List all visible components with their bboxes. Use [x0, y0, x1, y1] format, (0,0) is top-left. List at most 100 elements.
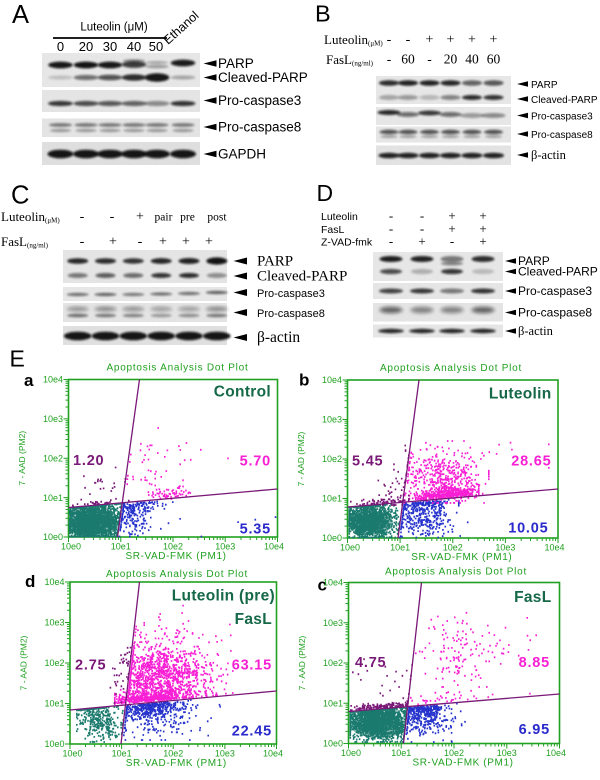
svg-text:10e4: 10e4	[44, 577, 64, 587]
svg-text:7 - AAD (PM2): 7 - AAD (PM2)	[17, 431, 27, 486]
svg-text:10e1: 10e1	[44, 699, 64, 709]
svg-text:Luteolin: Luteolin	[489, 386, 552, 403]
svg-text:+: +	[136, 210, 144, 225]
svg-text:10e2: 10e2	[444, 748, 464, 758]
svg-text:10e4: 10e4	[546, 748, 566, 758]
svg-text:Pro-caspase8: Pro-caspase8	[531, 130, 593, 141]
svg-text:8.85: 8.85	[519, 655, 550, 671]
svg-text:SR-VAD-FMK (PM1): SR-VAD-FMK (PM1)	[126, 758, 227, 769]
svg-text:FasL: FasL	[235, 611, 272, 628]
svg-text:c: c	[318, 576, 327, 595]
svg-text:Luteolin (μM): Luteolin (μM)	[80, 22, 148, 34]
svg-text:40: 40	[127, 39, 141, 54]
svg-text:28.65: 28.65	[511, 454, 551, 470]
svg-text:D: D	[317, 180, 334, 206]
svg-text:FasL: FasL	[514, 589, 551, 606]
svg-text:+: +	[479, 221, 486, 236]
svg-text:Cleaved-PARP: Cleaved-PARP	[257, 269, 347, 285]
svg-text:10e0: 10e0	[340, 543, 360, 553]
svg-text:+: +	[109, 235, 117, 250]
svg-text:7 - AAD (PM2): 7 - AAD (PM2)	[19, 635, 29, 690]
svg-text:7 - AAD (PM2): 7 - AAD (PM2)	[297, 635, 307, 690]
svg-text:Cleaved-PARP: Cleaved-PARP	[518, 265, 598, 279]
svg-text:10e2: 10e2	[43, 453, 63, 463]
svg-text:Pro-caspase3: Pro-caspase3	[531, 111, 593, 122]
svg-text:Pro-caspase8: Pro-caspase8	[257, 308, 325, 320]
svg-text:10e1: 10e1	[391, 748, 411, 758]
svg-text:-: -	[110, 210, 115, 225]
svg-text:+: +	[448, 221, 455, 236]
svg-text:-: -	[387, 33, 392, 48]
svg-text:-: -	[450, 234, 454, 249]
svg-text:FasL: FasL	[321, 224, 345, 236]
svg-text:63.15: 63.15	[232, 658, 272, 674]
svg-text:d: d	[25, 572, 35, 591]
svg-text:-: -	[387, 52, 392, 67]
svg-text:-: -	[420, 221, 424, 236]
svg-text:10e2: 10e2	[163, 542, 183, 552]
svg-text:40: 40	[465, 52, 479, 67]
svg-text:-: -	[406, 33, 411, 48]
svg-text:PARP: PARP	[218, 56, 254, 71]
svg-text:SR-VAD-FMK (PM1): SR-VAD-FMK (PM1)	[412, 758, 513, 769]
svg-text:10e3: 10e3	[44, 618, 64, 628]
svg-text:10e2: 10e2	[163, 749, 183, 759]
svg-text:10e2: 10e2	[44, 658, 64, 668]
svg-text:10e3: 10e3	[215, 542, 235, 552]
svg-text:10e1: 10e1	[43, 493, 63, 503]
svg-text:10e3: 10e3	[322, 415, 342, 425]
svg-text:b: b	[299, 371, 309, 390]
svg-text:10e3: 10e3	[497, 748, 517, 758]
svg-text:10e2: 10e2	[322, 454, 342, 464]
svg-text:Pro-caspase3: Pro-caspase3	[518, 284, 592, 298]
svg-text:E: E	[10, 346, 25, 372]
svg-text:0: 0	[57, 39, 64, 54]
svg-text:Pro-caspase3: Pro-caspase3	[257, 288, 325, 300]
svg-text:-: -	[80, 235, 85, 250]
svg-text:10e2: 10e2	[323, 658, 343, 668]
svg-text:4.75: 4.75	[355, 655, 386, 671]
svg-text:22.45: 22.45	[232, 724, 272, 740]
svg-text:10e3: 10e3	[323, 618, 343, 628]
svg-text:10e2: 10e2	[443, 543, 463, 553]
svg-text:Apoptosis Analysis Dot Plot: Apoptosis Analysis Dot Plot	[106, 569, 248, 580]
svg-text:10e3: 10e3	[43, 414, 63, 424]
svg-text:10e1: 10e1	[112, 749, 132, 759]
svg-text:GAPDH: GAPDH	[218, 147, 266, 162]
svg-text:1.20: 1.20	[73, 453, 104, 469]
svg-text:+: +	[479, 208, 486, 223]
svg-text:-: -	[80, 210, 85, 225]
svg-text:+: +	[448, 208, 455, 223]
svg-text:A: A	[12, 1, 29, 29]
svg-text:SR-VAD-FMK (PM1): SR-VAD-FMK (PM1)	[411, 552, 512, 563]
svg-text:SR-VAD-FMK (PM1): SR-VAD-FMK (PM1)	[125, 551, 226, 562]
svg-text:Apoptosis Analysis Dot Plot: Apoptosis Analysis Dot Plot	[385, 567, 527, 578]
svg-text:Apoptosis Analysis Dot Plot: Apoptosis Analysis Dot Plot	[107, 363, 249, 374]
svg-text:-: -	[138, 235, 143, 250]
svg-text:20: 20	[79, 39, 93, 54]
svg-text:10e1: 10e1	[323, 698, 343, 708]
svg-text:β-actin: β-actin	[531, 148, 567, 162]
svg-text:Z-VAD-fmk: Z-VAD-fmk	[321, 237, 373, 249]
svg-text:-: -	[389, 221, 393, 236]
svg-text:10e3: 10e3	[495, 543, 515, 553]
svg-text:10.05: 10.05	[508, 521, 548, 537]
svg-text:10e0: 10e0	[62, 749, 82, 759]
svg-text:β-actin: β-actin	[257, 329, 300, 346]
svg-text:10e0: 10e0	[44, 739, 64, 749]
svg-text:pair: pair	[155, 212, 173, 224]
svg-text:post: post	[207, 212, 227, 224]
svg-text:a: a	[24, 371, 34, 390]
svg-text:Control: Control	[214, 384, 271, 401]
svg-text:-: -	[420, 208, 424, 223]
svg-text:pre: pre	[180, 212, 195, 224]
svg-text:10e4: 10e4	[322, 375, 342, 385]
svg-text:Pro-caspase3: Pro-caspase3	[218, 93, 301, 108]
svg-text:50: 50	[149, 39, 163, 54]
svg-text:Luteolin (pre): Luteolin (pre)	[172, 588, 275, 605]
svg-text:10e1: 10e1	[390, 543, 410, 553]
svg-text:β-actin: β-actin	[518, 324, 554, 338]
svg-text:10e4: 10e4	[544, 543, 564, 553]
svg-text:B: B	[315, 1, 331, 27]
svg-text:10e0: 10e0	[61, 542, 81, 552]
